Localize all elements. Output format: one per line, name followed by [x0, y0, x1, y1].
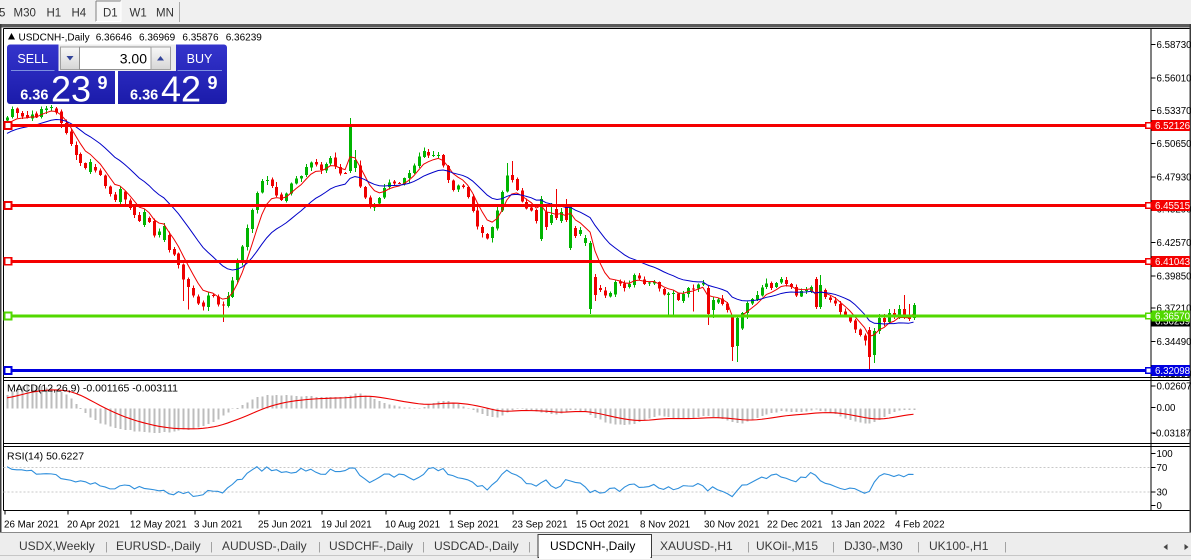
svg-text:9: 9 — [98, 73, 108, 93]
svg-text:30 Nov 2021: 30 Nov 2021 — [704, 520, 760, 531]
svg-text:42: 42 — [161, 69, 201, 110]
svg-text:|: | — [210, 541, 213, 553]
svg-text:70: 70 — [1157, 463, 1168, 474]
svg-text:USDCNH-,Daily: USDCNH-,Daily — [550, 539, 635, 553]
svg-text:RSI(14) 50.6227: RSI(14) 50.6227 — [7, 451, 84, 463]
svg-text:6.35876: 6.35876 — [182, 33, 219, 44]
svg-text:22 Dec 2021: 22 Dec 2021 — [767, 520, 823, 531]
svg-text:|: | — [1004, 541, 1007, 553]
svg-text:6.42570: 6.42570 — [1157, 238, 1191, 249]
svg-text:|: | — [422, 541, 425, 553]
svg-text:6.39850: 6.39850 — [1157, 271, 1191, 282]
svg-text:9: 9 — [208, 73, 218, 93]
svg-text:6.37210: 6.37210 — [1157, 304, 1191, 315]
svg-text:BUY: BUY — [187, 52, 213, 66]
svg-text:0.00: 0.00 — [1157, 403, 1176, 414]
svg-text:D1: D1 — [103, 8, 118, 20]
svg-text:6.58730: 6.58730 — [1157, 40, 1191, 51]
svg-text:6.32098: 6.32098 — [1155, 366, 1190, 377]
svg-text:MN: MN — [156, 8, 174, 20]
svg-text:15 Oct 2021: 15 Oct 2021 — [576, 520, 629, 531]
svg-text:|: | — [832, 541, 835, 553]
svg-text:6.36: 6.36 — [20, 88, 48, 104]
svg-text:25 Jun 2021: 25 Jun 2021 — [258, 520, 312, 531]
svg-text:AUDUSD-,Daily: AUDUSD-,Daily — [222, 539, 307, 553]
svg-text:6.50650: 6.50650 — [1157, 139, 1191, 150]
svg-text:SELL: SELL — [17, 52, 48, 66]
svg-text:USDCAD-,Daily: USDCAD-,Daily — [434, 539, 519, 553]
svg-text:6.47930: 6.47930 — [1157, 172, 1191, 183]
svg-text:5: 5 — [0, 8, 5, 20]
svg-text:MACD(12,26,9) -0.001165 -0.003: MACD(12,26,9) -0.001165 -0.003111 — [7, 383, 178, 395]
svg-text:13 Jan 2022: 13 Jan 2022 — [831, 520, 885, 531]
svg-text:12 May 2021: 12 May 2021 — [130, 520, 187, 531]
svg-text:30: 30 — [1157, 488, 1168, 499]
svg-text:EURUSD-,Daily: EURUSD-,Daily — [116, 539, 201, 553]
svg-text:6.52126: 6.52126 — [1155, 121, 1190, 132]
svg-text:19 Jul 2021: 19 Jul 2021 — [321, 520, 372, 531]
svg-text:3.00: 3.00 — [120, 51, 147, 67]
svg-text:26 Mar 2021: 26 Mar 2021 — [4, 520, 59, 531]
svg-text:100: 100 — [1157, 449, 1174, 460]
svg-text:|: | — [747, 541, 750, 553]
svg-text:|: | — [105, 541, 108, 553]
svg-text:W1: W1 — [130, 8, 147, 20]
svg-text:23 Sep 2021: 23 Sep 2021 — [512, 520, 568, 531]
svg-text:6.34490: 6.34490 — [1157, 337, 1191, 348]
svg-text:M30: M30 — [14, 8, 36, 20]
svg-text:3 Jun 2021: 3 Jun 2021 — [194, 520, 242, 531]
svg-text:0: 0 — [1157, 501, 1163, 512]
svg-text:23: 23 — [51, 69, 91, 110]
svg-text:DJ30-,M30: DJ30-,M30 — [844, 539, 903, 553]
svg-text:|: | — [917, 541, 920, 553]
svg-text:6.53370: 6.53370 — [1157, 106, 1191, 117]
svg-text:6.36969: 6.36969 — [139, 33, 176, 44]
svg-text:6.36570: 6.36570 — [1155, 312, 1191, 323]
svg-text:6.41043: 6.41043 — [1155, 257, 1190, 268]
svg-text:XAUUSD-,H1: XAUUSD-,H1 — [660, 539, 733, 553]
svg-text:20 Apr 2021: 20 Apr 2021 — [67, 520, 120, 531]
svg-text:0.02607: 0.02607 — [1157, 382, 1191, 393]
svg-text:|: | — [318, 541, 321, 553]
svg-text:UK100-,H1: UK100-,H1 — [929, 539, 989, 553]
svg-text:4 Feb 2022: 4 Feb 2022 — [895, 520, 945, 531]
svg-text:6.36646: 6.36646 — [96, 33, 133, 44]
svg-text:USDCNH-,Daily: USDCNH-,Daily — [19, 33, 90, 44]
svg-text:|: | — [528, 541, 531, 553]
svg-text:6.36: 6.36 — [130, 88, 158, 104]
svg-text:USDCHF-,Daily: USDCHF-,Daily — [329, 539, 413, 553]
svg-text:6.36239: 6.36239 — [1155, 317, 1190, 328]
svg-text:-0.03187: -0.03187 — [1153, 429, 1191, 440]
svg-text:USDX,Weekly: USDX,Weekly — [19, 539, 95, 553]
svg-text:UKOil-,M15: UKOil-,M15 — [756, 539, 818, 553]
svg-text:6.56010: 6.56010 — [1157, 74, 1191, 85]
svg-text:10 Aug 2021: 10 Aug 2021 — [385, 520, 440, 531]
svg-text:8 Nov 2021: 8 Nov 2021 — [640, 520, 690, 531]
svg-text:H4: H4 — [72, 8, 87, 20]
svg-text:6.36239: 6.36239 — [226, 33, 263, 44]
svg-text:1 Sep 2021: 1 Sep 2021 — [449, 520, 499, 531]
svg-text:H1: H1 — [47, 8, 62, 20]
svg-text:6.45515: 6.45515 — [1155, 201, 1190, 212]
